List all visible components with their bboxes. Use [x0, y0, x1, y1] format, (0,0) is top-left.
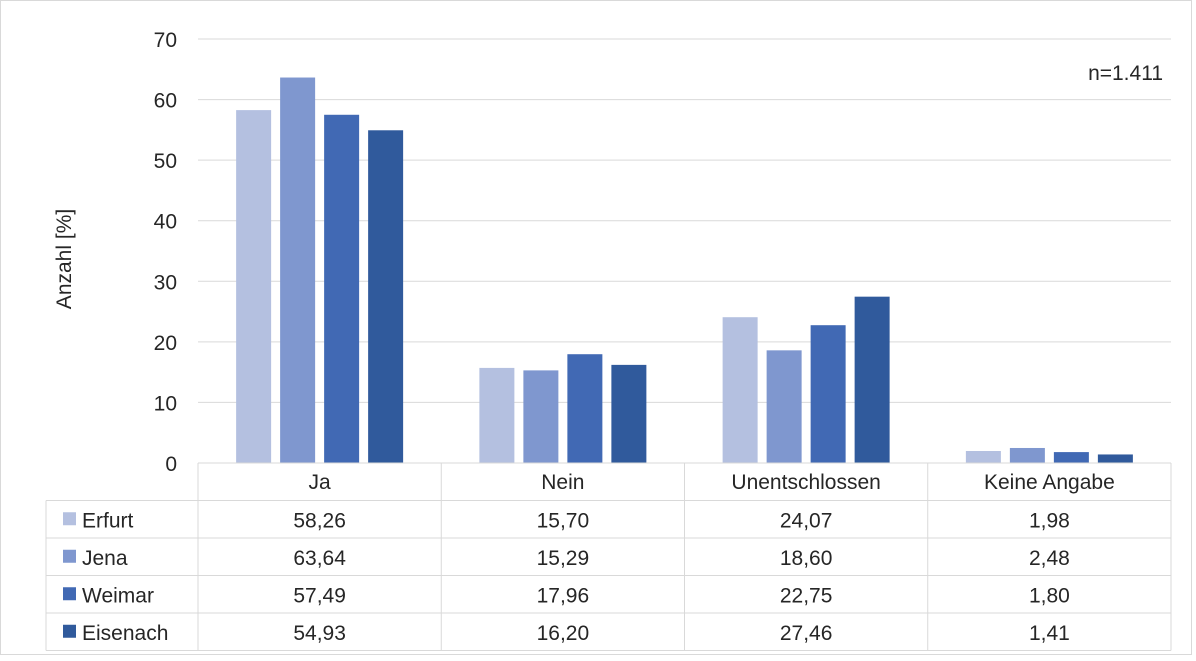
- data-label: 16,20: [537, 622, 590, 645]
- bar-weimar: [1053, 452, 1089, 463]
- bar-erfurt: [479, 367, 515, 463]
- category-label: Keine Angabe: [984, 471, 1115, 494]
- legend-swatch-erfurt: [63, 512, 76, 526]
- legend-label: Jena: [82, 547, 128, 570]
- y-tick-label: 10: [154, 392, 177, 415]
- bar-weimar: [567, 354, 603, 463]
- bar-jena: [523, 370, 559, 463]
- data-label: 57,49: [293, 584, 346, 607]
- y-tick-label: 20: [154, 332, 177, 355]
- y-tick-label: 50: [154, 150, 177, 173]
- data-label: 54,93: [293, 622, 346, 645]
- y-tick-label: 60: [154, 90, 177, 113]
- sample-size-annotation: n=1.411: [1088, 62, 1163, 85]
- y-tick-label: 40: [154, 211, 177, 234]
- data-label: 1,41: [1029, 622, 1070, 645]
- bar-erfurt: [236, 110, 272, 464]
- category-label: Ja: [309, 471, 332, 494]
- bar-eisenach: [368, 130, 404, 464]
- legend-swatch-eisenach: [63, 624, 76, 638]
- legend-swatch-weimar: [63, 587, 76, 601]
- y-axis-label: Anzahl [%]: [53, 209, 76, 309]
- bar-weimar: [324, 114, 360, 464]
- y-tick-label: 30: [154, 271, 177, 294]
- bar-jena: [766, 350, 802, 463]
- bars: [236, 77, 1133, 464]
- data-label: 2,48: [1029, 547, 1070, 570]
- bar-erfurt: [965, 451, 1001, 463]
- data-label: 15,29: [537, 547, 590, 570]
- bar-eisenach: [854, 296, 890, 463]
- bar-eisenach: [611, 364, 647, 463]
- bar-weimar: [810, 325, 846, 463]
- data-table: Ja Nein Unentschlossen Keine Angabe Erfurt 58…: [45, 462, 1172, 651]
- y-tick-label: 70: [154, 29, 177, 52]
- category-label: Nein: [541, 471, 584, 494]
- data-label: 58,26: [293, 509, 346, 532]
- bar-jena: [280, 77, 316, 463]
- data-label: 1,80: [1029, 584, 1070, 607]
- data-label: 1,98: [1029, 509, 1070, 532]
- y-axis-ticks: 0 10 20 30 40 50 60 70: [154, 29, 177, 476]
- bar-jena: [1009, 447, 1045, 463]
- data-label: 27,46: [780, 622, 833, 645]
- data-label: 18,60: [780, 547, 833, 570]
- bar-eisenach: [1097, 454, 1133, 463]
- gridlines: [198, 38, 1171, 403]
- category-label: Unentschlossen: [731, 471, 880, 494]
- bar-erfurt: [722, 317, 758, 463]
- legend-swatch-jena: [63, 549, 76, 563]
- data-label: 17,96: [537, 584, 590, 607]
- legend-label: Weimar: [82, 584, 154, 607]
- data-label: 63,64: [293, 547, 346, 570]
- data-label: 15,70: [537, 509, 590, 532]
- data-label: 24,07: [780, 509, 833, 532]
- data-label: 22,75: [780, 584, 833, 607]
- legend-label: Erfurt: [82, 509, 134, 532]
- legend-label: Eisenach: [82, 622, 168, 645]
- y-tick-label: 0: [165, 453, 177, 476]
